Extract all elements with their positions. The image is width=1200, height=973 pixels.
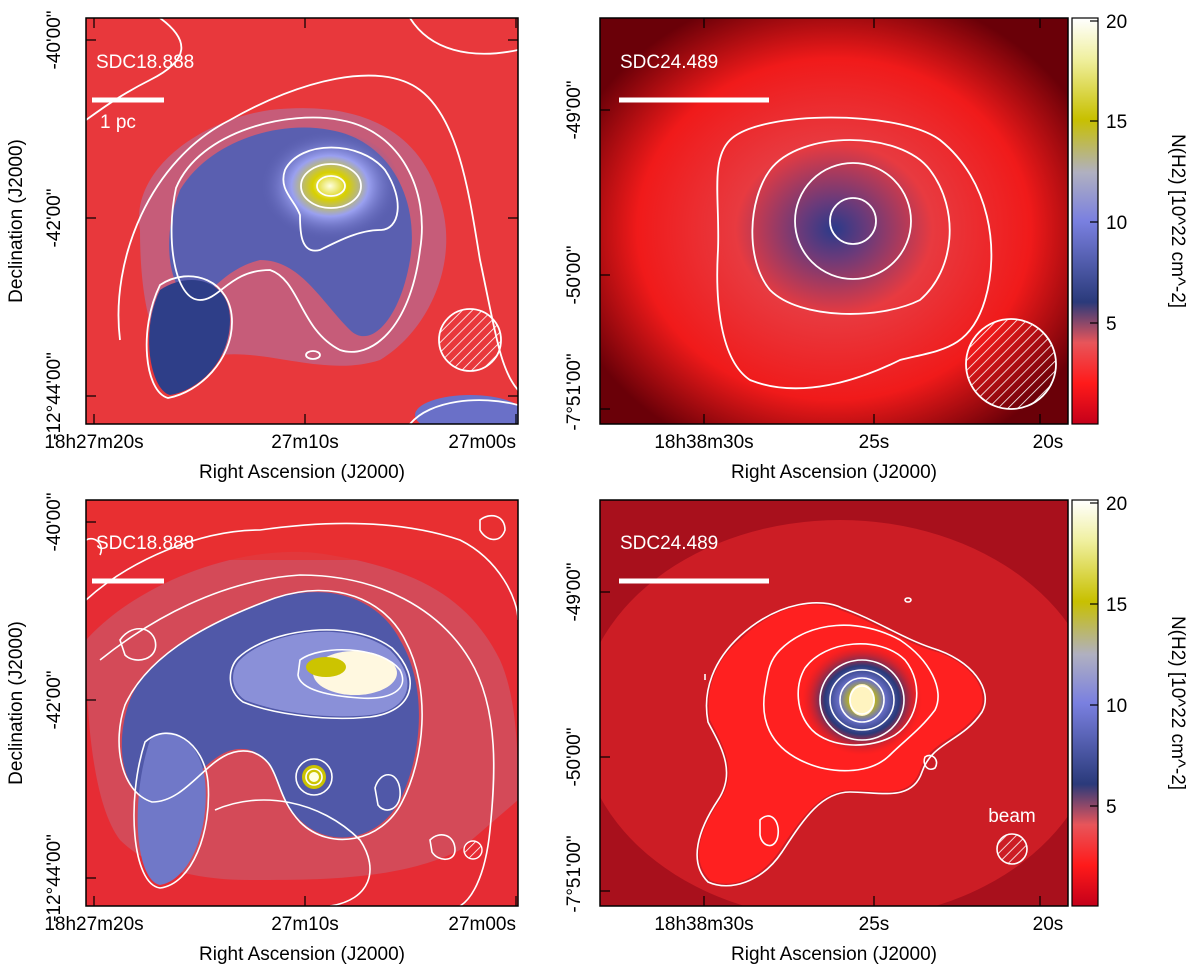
panel-2-xtick-1: 18h38m30s	[654, 432, 753, 453]
panel-4: beam SDC24.489 18h38m30s 25s 20s Right A…	[564, 499, 1069, 965]
panel-1-image	[86, 18, 518, 424]
panel-1-ylabel: Declination (J2000)	[6, 139, 27, 303]
panel-3-ylabel: Declination (J2000)	[6, 621, 27, 785]
colorbar-1-tick-20: 20	[1106, 12, 1127, 33]
panel-1-ticks	[86, 18, 518, 424]
panel-3-xtick-1: 18h27m20s	[44, 914, 143, 935]
panel-1-ytick-3: -12°44'00"	[44, 352, 65, 440]
panel-3-ytick-2: -42'00"	[44, 671, 65, 730]
colorbar-1-label: N(H2) [10^22 cm^-2]	[1167, 134, 1188, 308]
colorbar-1-tick-10: 10	[1106, 213, 1127, 234]
panel-2-ytick-1: -49'00"	[564, 81, 585, 140]
panel-3-ticks	[86, 521, 517, 906]
panel-2-frame	[599, 17, 1069, 425]
panel-4-ytick-1: -49'00"	[564, 563, 585, 622]
panel-4-xtick-3: 20s	[1033, 914, 1064, 935]
colorbar-2-tick-5: 5	[1106, 797, 1117, 818]
colorbar-2-tick-15: 15	[1106, 595, 1127, 616]
panel-3-field-name: SDC18.888	[96, 533, 194, 554]
panel-3-xtick-3: 27m00s	[448, 914, 516, 935]
panel-3-contours	[86, 514, 518, 906]
panel-4-xtick-1: 18h38m30s	[654, 914, 753, 935]
panel-3-image	[86, 500, 518, 906]
panel-1-xlabel: Right Ascension (J2000)	[199, 462, 405, 483]
panel-2-ytick-2: -50'00"	[564, 246, 585, 305]
panel-4-frame	[599, 499, 1069, 907]
panel-4-beam-label: beam	[988, 806, 1036, 827]
panel-4-xlabel: Right Ascension (J2000)	[731, 944, 937, 965]
panel-3-beam	[463, 840, 483, 860]
colorbar-2-tick-10: 10	[1106, 696, 1127, 717]
panel-2-xlabel: Right Ascension (J2000)	[731, 462, 937, 483]
panel-1-ytick-1: -40'00"	[44, 11, 65, 70]
panel-4-ticks	[600, 591, 1041, 906]
panel-1-xtick-3: 27m00s	[448, 432, 516, 453]
panel-2-contours	[716, 116, 993, 390]
panel-2-xtick-3: 20s	[1033, 432, 1064, 453]
panel-4-ytick-2: -50'00"	[564, 728, 585, 787]
panel-1-contours	[86, 18, 518, 424]
panel-2: SDC24.489 18h38m30s 25s 20s Right Ascens…	[564, 17, 1069, 483]
panel-4-xtick-2: 25s	[859, 914, 890, 935]
panel-1-scalebar-label: 1 pc	[100, 112, 136, 133]
panel-2-xtick-2: 25s	[859, 432, 890, 453]
colorbar-2-tick-20: 20	[1106, 494, 1127, 515]
panel-1: SDC18.888 1 pc 18h27m20s 27m10s 27m00s R…	[6, 11, 519, 483]
panel-2-field-name: SDC24.489	[620, 52, 718, 73]
panel-3-xlabel: Right Ascension (J2000)	[199, 944, 405, 965]
panel-2-ytick-3: -7°51'00"	[564, 353, 585, 430]
colorbar-2: 20 15 10 5 N(H2) [10^22 cm^-2]	[1071, 494, 1188, 907]
colorbar-1: 20 15 10 5 N(H2) [10^22 cm^-2]	[1071, 12, 1188, 425]
colorbar-1-tick-5: 5	[1106, 314, 1117, 335]
panel-1-ytick-2: -42'00"	[44, 189, 65, 248]
panel-1-beam	[438, 308, 502, 372]
colorbar-1-tick-15: 15	[1106, 112, 1127, 133]
panel-4-contours	[696, 597, 987, 887]
panel-1-xtick-2: 27m10s	[271, 432, 339, 453]
panel-2-beam	[965, 318, 1057, 410]
panel-3-xtick-2: 27m10s	[271, 914, 339, 935]
panel-4-beam	[996, 833, 1028, 865]
panel-3-ytick-3: -12°44'00"	[44, 834, 65, 922]
panel-1-frame	[85, 17, 519, 425]
panel-1-field-name: SDC18.888	[96, 52, 194, 73]
panel-4-ytick-3: -7°51'00"	[564, 835, 585, 912]
panel-4-field-name: SDC24.489	[620, 533, 718, 554]
panel-3-frame	[85, 499, 519, 907]
panel-3: SDC18.888 18h27m20s 27m10s 27m00s Right …	[6, 493, 519, 965]
panel-2-ticks	[600, 18, 1041, 424]
panel-3-ytick-1: -40'00"	[44, 493, 65, 552]
colorbar-2-label: N(H2) [10^22 cm^-2]	[1167, 616, 1188, 790]
panel-1-xtick-1: 18h27m20s	[44, 432, 143, 453]
